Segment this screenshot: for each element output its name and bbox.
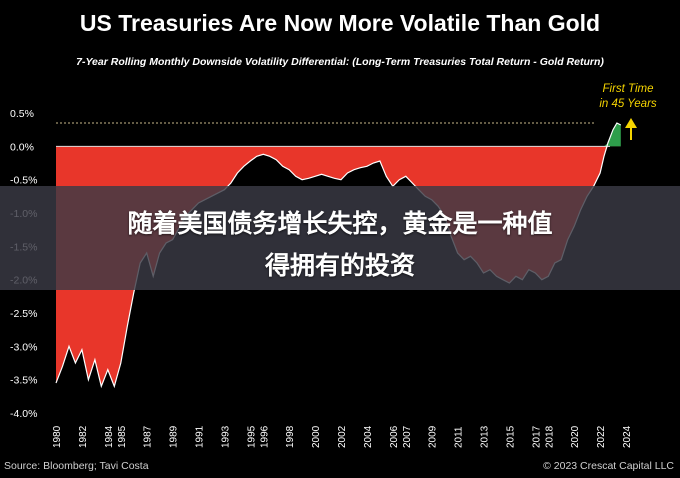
x-tick-label: 1982	[78, 425, 89, 448]
y-tick-label: -3.0%	[10, 341, 37, 353]
annotation-arrow-head	[625, 118, 637, 128]
x-tick-label: 1980	[52, 425, 63, 448]
source-note: Source: Bloomberg; Tavi Costa	[4, 460, 149, 472]
positive-area	[56, 123, 621, 147]
x-tick-label: 2020	[570, 425, 581, 448]
caption-line-1: 随着美国债务增长失控，黄金是一种值	[127, 210, 553, 238]
x-tick-label: 2022	[596, 425, 607, 448]
y-tick-label: 0.0%	[10, 141, 34, 153]
x-tick-label: 2024	[622, 425, 633, 448]
x-tick-label: 2017	[531, 425, 542, 448]
y-tick-label: -4.0%	[10, 408, 37, 420]
x-tick-label: 1998	[285, 425, 296, 448]
x-tick-label: 1984	[104, 425, 115, 448]
x-tick-label: 2011	[454, 426, 465, 448]
x-tick-label: 2009	[428, 425, 439, 448]
x-tick-label: 2002	[337, 425, 348, 448]
chart-title: US Treasuries Are Now More Volatile Than…	[79, 10, 601, 36]
chart-subtitle: 7-Year Rolling Monthly Downside Volatili…	[76, 56, 604, 68]
x-tick-label: 2004	[363, 425, 374, 448]
y-tick-label: -2.5%	[10, 308, 37, 320]
x-tick-label: 2000	[311, 425, 322, 448]
x-tick-label: 1993	[220, 425, 231, 448]
x-tick-label: 2013	[480, 425, 491, 448]
caption-line-2: 得拥有的投资	[264, 252, 415, 280]
x-tick-label: 2007	[402, 425, 413, 448]
y-tick-label: -3.5%	[10, 375, 37, 387]
x-tick-label: 1989	[169, 425, 180, 448]
x-tick-label: 1995	[246, 425, 257, 448]
y-tick-label: 0.5%	[10, 108, 34, 120]
x-tick-label: 2015	[505, 425, 516, 448]
x-tick-label: 2006	[389, 425, 400, 448]
y-tick-label: -0.5%	[10, 175, 37, 187]
x-tick-label: 1991	[195, 425, 206, 448]
annotation-line-1: First Time	[602, 83, 653, 95]
annotation-line-2: in 45 Years	[599, 98, 657, 110]
copyright-note: © 2023 Crescat Capital LLC	[543, 460, 674, 472]
x-tick-label: 1987	[143, 425, 154, 448]
x-tick-label: 2018	[544, 425, 555, 448]
x-tick-label: 1996	[259, 425, 270, 448]
caption-overlay: 随着美国债务增长失控，黄金是一种值 得拥有的投资	[0, 186, 680, 290]
x-tick-label: 1985	[117, 425, 128, 448]
